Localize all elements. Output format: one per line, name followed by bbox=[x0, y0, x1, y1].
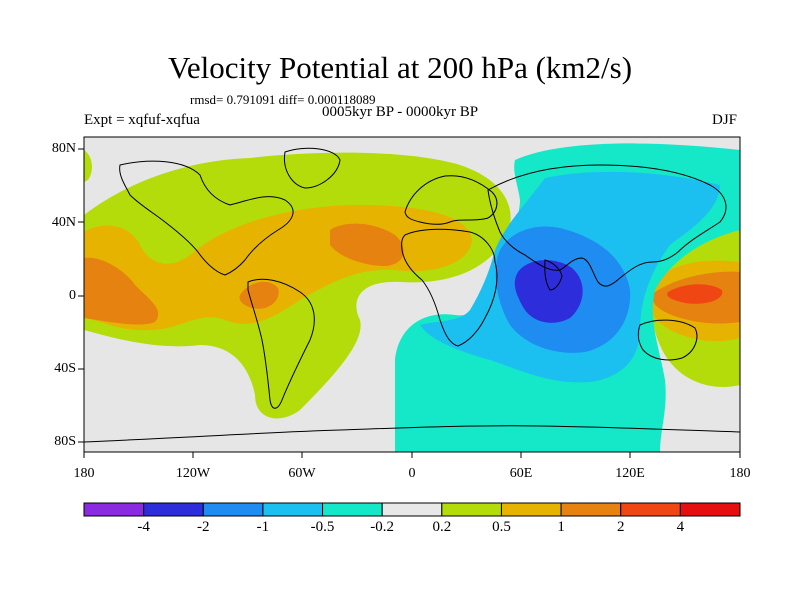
lon-label-60e: 60E bbox=[509, 466, 533, 481]
coastline-australia bbox=[637, 319, 698, 361]
coastline-antarctica bbox=[84, 425, 740, 443]
coastline-south-america bbox=[247, 278, 315, 409]
lat-label-40s: 40S bbox=[54, 361, 76, 376]
colorbar-swatch bbox=[500, 502, 562, 517]
lon-label-180e: 180 bbox=[729, 466, 751, 481]
coastline-europe bbox=[404, 175, 498, 225]
colorbar bbox=[83, 502, 741, 517]
colorbar-label: 4 bbox=[676, 519, 685, 535]
positive-region-strong-atlantic bbox=[330, 223, 404, 266]
lon-label-120e: 120E bbox=[615, 466, 645, 481]
colorbar-label: -2 bbox=[197, 519, 210, 535]
lon-label-60w: 60W bbox=[288, 466, 316, 481]
lat-label-40n: 40N bbox=[51, 215, 76, 230]
colorbar-label: 2 bbox=[616, 519, 625, 535]
colorbar-swatch bbox=[381, 502, 443, 517]
experiment-label: Expt = xqfuf-xqfua bbox=[84, 112, 200, 128]
map-plot-area bbox=[84, 137, 740, 452]
period-label: 0005kyr BP - 0000kyr BP bbox=[322, 104, 479, 120]
colorbar-swatch bbox=[143, 502, 204, 517]
colorbar-label: -0.2 bbox=[370, 519, 395, 535]
lat-label-80n: 80N bbox=[51, 141, 76, 156]
positive-region-strong-south-america bbox=[239, 281, 279, 309]
lat-label-0: 0 bbox=[69, 288, 76, 303]
season-label: DJF bbox=[712, 112, 738, 128]
colorbar-swatch bbox=[262, 502, 324, 517]
chart-title: Velocity Potential at 200 hPa (km2/s) bbox=[167, 50, 633, 85]
colorbar-label: -0.5 bbox=[310, 519, 335, 535]
colorbar-label: 0.5 bbox=[492, 519, 511, 535]
coastline-greenland bbox=[283, 147, 341, 189]
coastlines bbox=[84, 147, 740, 443]
colorbar-swatch bbox=[83, 502, 145, 517]
colorbar-swatch bbox=[679, 502, 741, 517]
lon-label-120w: 120W bbox=[175, 466, 211, 481]
colorbar-swatch bbox=[441, 502, 502, 517]
coastline-asia bbox=[487, 164, 727, 287]
lon-label-180w: 180 bbox=[73, 466, 95, 481]
positive-region-weak-northeast bbox=[84, 150, 92, 182]
colorbar-swatch bbox=[620, 502, 681, 517]
colorbar-label: 1 bbox=[557, 519, 565, 535]
coastline-africa bbox=[401, 228, 498, 347]
colorbar-label: -4 bbox=[137, 519, 150, 535]
colorbar-swatch bbox=[322, 502, 383, 517]
colorbar-swatch bbox=[202, 502, 264, 517]
coastline-india bbox=[544, 259, 563, 291]
lon-label-0: 0 bbox=[408, 466, 416, 481]
axis-ticks bbox=[78, 148, 741, 458]
lat-label-80s: 80S bbox=[54, 434, 76, 449]
negative-region-max bbox=[514, 260, 583, 323]
colorbar-label: 0.2 bbox=[432, 519, 452, 535]
positive-region-strong bbox=[84, 257, 159, 325]
colorbar-label: -1 bbox=[256, 519, 270, 535]
colorbar-swatch bbox=[560, 502, 622, 517]
positive-region-max-pacific bbox=[667, 284, 723, 304]
coastline-north-america bbox=[119, 160, 294, 276]
rmsd-diff-stats: rmsd= 0.791091 diff= 0.000118089 bbox=[190, 92, 376, 107]
